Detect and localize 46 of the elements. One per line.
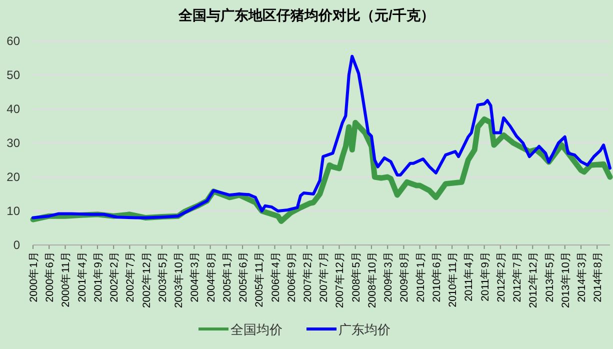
x-tick-label: 2014年3月 (576, 251, 588, 302)
x-tick-label: 2013年10月 (560, 251, 572, 308)
y-tick-label: 30 (6, 136, 20, 150)
y-tick-label: 60 (6, 34, 20, 48)
x-tick-label: 2005年6月 (238, 251, 250, 302)
x-tick-label: 2003年5月 (156, 251, 169, 302)
chart-title: 全国与广东地区仔猪均价对比（元/千克） (178, 7, 434, 23)
x-tick-label: 2002年7月 (124, 251, 137, 302)
x-tick-label: 2014年8月 (592, 251, 604, 302)
legend-label: 全国均价 (230, 322, 282, 337)
x-tick-label: 2005年1月 (221, 251, 234, 302)
x-tick-label: 2004年3月 (189, 251, 202, 302)
y-tick-label: 40 (6, 102, 20, 116)
x-tick-label: 2000年1月 (28, 251, 40, 302)
x-tick-label: 2006年4月 (270, 251, 282, 302)
x-tick-label: 2007年2月 (302, 251, 314, 302)
x-tick-label: 2003年10月 (173, 251, 186, 308)
x-tick-label: 2002年12月 (140, 251, 153, 308)
x-tick-label: 2008年10月 (366, 251, 378, 308)
x-tick-label: 2012年7月 (512, 251, 524, 302)
y-tick-label: 0 (13, 238, 20, 252)
x-tick-label: 2011年9月 (479, 251, 492, 302)
x-tick-label: 2009年3月 (382, 251, 395, 302)
legend-label: 广东均价 (338, 322, 390, 337)
x-tick-label: 2012年12月 (528, 251, 540, 308)
y-tick-label: 50 (6, 68, 20, 82)
x-tick-label: 2009年8月 (398, 251, 411, 302)
x-tick-label: 2010年6月 (430, 251, 443, 302)
x-tick-label: 2013年5月 (544, 251, 556, 302)
x-tick-label: 2002年2月 (108, 251, 121, 302)
x-tick-label: 2012年2月 (495, 251, 508, 302)
x-tick-label: 2010年11月 (447, 251, 460, 308)
y-tick-label: 10 (6, 204, 20, 218)
x-tick-label: 2001年4月 (76, 251, 88, 302)
x-tick-label: 2000年6月 (44, 251, 56, 302)
x-tick-label: 2000年11月 (60, 251, 72, 308)
x-tick-label: 2008年5月 (350, 251, 362, 302)
x-tick-label: 2007年12月 (334, 251, 346, 308)
x-tick-label: 2005年11月 (254, 251, 266, 308)
x-tick-label: 2006年9月 (286, 251, 298, 302)
y-tick-label: 20 (6, 170, 20, 184)
x-tick-label: 2011年4月 (463, 251, 476, 302)
x-tick-label: 2004年8月 (205, 251, 218, 302)
x-tick-label: 2001年9月 (92, 251, 104, 302)
x-tick-label: 2010年1月 (414, 251, 427, 302)
x-tick-label: 2007年7月 (318, 251, 330, 302)
